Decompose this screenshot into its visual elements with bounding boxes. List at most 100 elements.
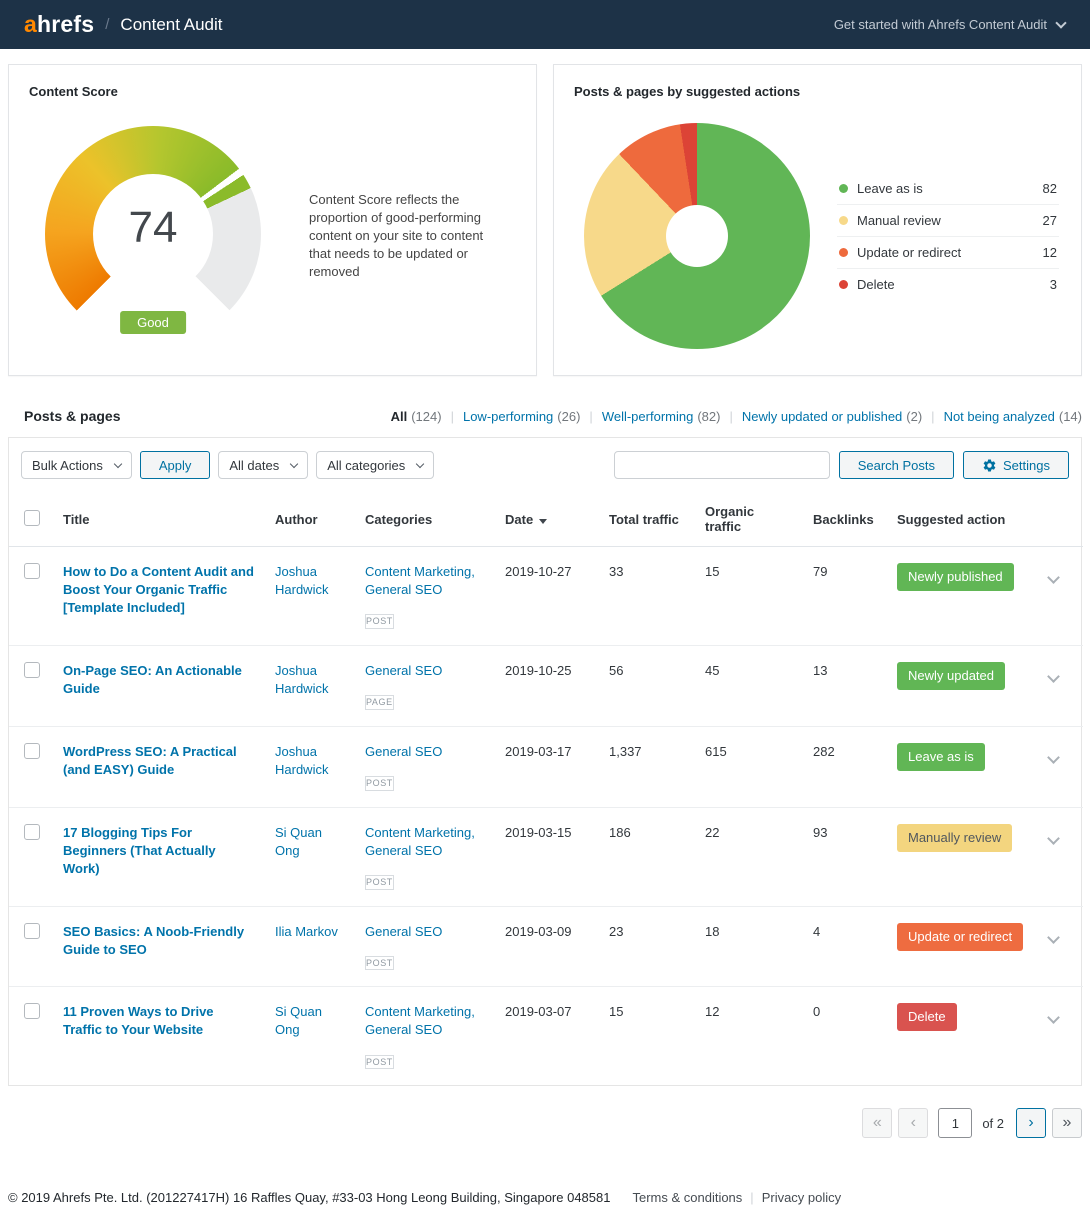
organic-traffic-value: 45 <box>695 644 803 727</box>
post-title-link[interactable]: How to Do a Content Audit and Boost Your… <box>63 564 254 616</box>
settings-label: Settings <box>1003 457 1050 473</box>
date-value: 2019-03-07 <box>495 986 599 1086</box>
post-title-link[interactable]: 17 Blogging Tips For Beginners (That Act… <box>63 824 216 876</box>
suggested-actions-card: Posts & pages by suggested actions Leave… <box>553 64 1082 376</box>
organic-traffic-value: 615 <box>695 725 803 808</box>
row-checkbox[interactable] <box>24 1003 40 1020</box>
date-value: 2019-10-25 <box>495 644 599 727</box>
filter-label: Low-performing <box>462 408 554 424</box>
total-traffic-value: 186 <box>599 806 695 906</box>
search-input[interactable] <box>613 451 830 479</box>
post-title-link[interactable]: 11 Proven Ways to Drive Traffic to Your … <box>63 1004 214 1038</box>
row-expand-chevron-icon[interactable] <box>1047 571 1060 584</box>
bulk-actions-select[interactable]: Bulk Actions <box>21 451 132 479</box>
filter-all[interactable]: All (124) <box>391 409 442 424</box>
total-traffic-value: 56 <box>599 644 695 727</box>
organic-traffic-value: 18 <box>695 905 803 987</box>
organic-traffic-value: 12 <box>695 986 803 1086</box>
suggested-action-badge: Newly published <box>897 563 1014 592</box>
dates-filter-select[interactable]: All dates <box>218 451 309 479</box>
logo-accent-letter: a <box>24 11 37 37</box>
donut-hole <box>666 205 728 267</box>
total-traffic-value: 15 <box>599 986 695 1086</box>
table-row: 17 Blogging Tips For Beginners (That Act… <box>9 806 1083 906</box>
suggested-action-badge: Leave as is <box>897 742 985 771</box>
legend-value: 27 <box>1042 212 1057 228</box>
categories-link[interactable]: General SEO <box>365 743 443 759</box>
search-group: Search Posts Settings <box>613 451 1069 479</box>
next-page-button[interactable]: › <box>1016 1108 1046 1139</box>
post-title-link[interactable]: WordPress SEO: A Practical (and EASY) Gu… <box>63 743 237 777</box>
post-type-tag: POST <box>365 955 394 971</box>
suggested-action-badge: Update or redirect <box>897 922 1024 951</box>
posts-pages-heading: Posts & pages <box>24 408 121 424</box>
row-checkbox[interactable] <box>24 563 40 579</box>
search-posts-button[interactable]: Search Posts <box>838 451 955 479</box>
author-link[interactable]: Ilia Markov <box>275 923 338 939</box>
prev-page-button[interactable]: ‹ <box>898 1108 929 1139</box>
categories-link[interactable]: Content Marketing, General SEO <box>365 564 475 598</box>
select-all-checkbox[interactable] <box>24 509 40 526</box>
date-value: 2019-10-27 <box>505 564 572 579</box>
last-page-button[interactable]: » <box>1052 1108 1082 1139</box>
sort-desc-icon <box>539 518 548 524</box>
row-checkbox[interactable] <box>24 922 40 939</box>
legend-label: Manual review <box>857 212 941 228</box>
apply-button[interactable]: Apply <box>139 451 211 479</box>
get-started-link[interactable]: Get started with Ahrefs Content Audit <box>834 16 1067 32</box>
post-title-link[interactable]: On-Page SEO: An Actionable Guide <box>63 662 242 697</box>
filter-not-being-analyzed[interactable]: Not being analyzed (14) <box>944 409 1082 424</box>
author-link[interactable]: Si Quan Ong <box>275 824 322 858</box>
post-type-tag: POST <box>365 614 394 629</box>
row-expand-chevron-icon[interactable] <box>1047 930 1060 944</box>
author-link[interactable]: Joshua Hardwick <box>275 662 329 697</box>
categories-link[interactable]: General SEO <box>365 662 443 678</box>
chevron-down-icon <box>289 459 299 469</box>
filter-newly-updated-or-published[interactable]: Newly updated or published (2) <box>742 409 922 424</box>
categories-filter-select[interactable]: All categories <box>316 451 435 479</box>
card-title: Content Score <box>29 84 118 99</box>
categories-link[interactable]: Content Marketing, General SEO <box>365 1004 475 1038</box>
content-score-card: Content Score 74 Good Content Score refl… <box>8 64 537 376</box>
filter-separator: | <box>450 408 454 424</box>
author-link[interactable]: Joshua Hardwick <box>275 743 329 777</box>
row-checkbox[interactable] <box>24 823 40 840</box>
row-checkbox[interactable] <box>24 742 40 759</box>
filter-low-performing[interactable]: Low-performing (26) <box>463 409 580 424</box>
current-page-input[interactable] <box>938 1108 973 1139</box>
filter-well-performing[interactable]: Well-performing (82) <box>602 409 721 424</box>
author-link[interactable]: Si Quan Ong <box>275 1004 322 1038</box>
suggested-action-badge: Delete <box>897 1003 957 1032</box>
legend-color-dot <box>839 183 848 193</box>
posts-section-header: Posts & pages All (124) | Low-performing… <box>0 376 1090 424</box>
backlinks-value: 79 <box>813 564 828 579</box>
categories-link[interactable]: General SEO <box>365 923 443 939</box>
privacy-link[interactable]: Privacy policy <box>761 1190 842 1206</box>
date-value: 2019-03-09 <box>495 905 599 987</box>
first-page-button[interactable]: « <box>862 1108 893 1139</box>
categories-link[interactable]: Content Marketing, General SEO <box>365 824 475 858</box>
author-link[interactable]: Joshua Hardwick <box>275 564 329 598</box>
row-checkbox[interactable] <box>24 661 40 678</box>
settings-button[interactable]: Settings <box>963 451 1069 479</box>
row-expand-chevron-icon[interactable] <box>1047 670 1060 683</box>
filter-count: (2) <box>906 408 923 424</box>
ahrefs-logo[interactable]: ahrefs <box>24 13 94 36</box>
filter-separator: | <box>729 408 733 424</box>
post-type-tag: POST <box>365 775 394 791</box>
content-score-rating-badge: Good <box>120 311 186 334</box>
column-header-categories: Categories <box>355 492 495 547</box>
post-type-tag: POST <box>365 1054 394 1070</box>
row-expand-chevron-icon[interactable] <box>1047 750 1060 764</box>
card-title: Posts & pages by suggested actions <box>574 84 801 99</box>
post-title-link[interactable]: SEO Basics: A Noob-Friendly Guide to SEO <box>63 923 245 957</box>
column-header-date[interactable]: Date <box>495 492 599 547</box>
summary-cards: Content Score 74 Good Content Score refl… <box>0 49 1090 376</box>
legend-item-leave-as-is: Leave as is 82 <box>837 173 1059 205</box>
legend-value: 82 <box>1042 180 1057 196</box>
terms-link[interactable]: Terms & conditions <box>632 1190 743 1206</box>
suggested-actions-donut-chart <box>584 123 810 349</box>
table-row: 11 Proven Ways to Drive Traffic to Your … <box>9 986 1083 1086</box>
row-expand-chevron-icon[interactable] <box>1047 831 1060 845</box>
row-expand-chevron-icon[interactable] <box>1047 1011 1060 1025</box>
